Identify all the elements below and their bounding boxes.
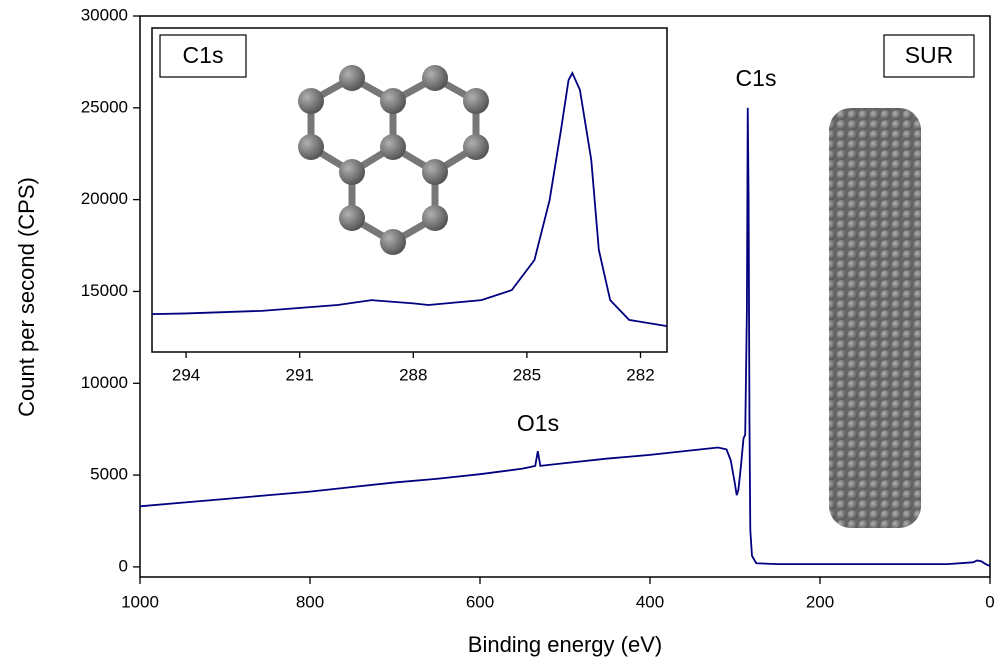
plot-frame: [139, 15, 991, 578]
x-tick-label: 800: [296, 592, 324, 611]
nanotube: [829, 108, 921, 528]
y-tick-label: 15000: [81, 281, 128, 300]
y-tick-label: 0: [119, 556, 128, 575]
x-tick-label: 600: [466, 592, 494, 611]
y-tick-label: 5000: [90, 465, 128, 484]
spectrum-line: [151, 70, 668, 327]
x-tick-label: 291: [285, 365, 313, 384]
y-axis-label: Count per second (CPS): [14, 177, 39, 417]
x-tick-label: 285: [513, 365, 541, 384]
spectrum-line: [139, 107, 991, 567]
molecule: [298, 65, 489, 255]
y-tick-label: 20000: [81, 189, 128, 208]
y-tick-label: 10000: [81, 373, 128, 392]
y-tick-label: 30000: [81, 5, 128, 24]
x-tick-label: 400: [636, 592, 664, 611]
label-box: [883, 34, 975, 78]
x-tick-label: 288: [399, 365, 427, 384]
inset-frame: [151, 27, 668, 353]
sample-label: SUR: [905, 42, 954, 68]
x-axis-label: Binding energy (eV): [468, 632, 662, 657]
peak-label: C1s: [736, 65, 777, 91]
y-tick-label: 25000: [81, 97, 128, 116]
x-tick-label: 200: [806, 592, 834, 611]
peak-label: O1s: [517, 410, 559, 436]
label-box: [159, 34, 247, 78]
x-tick-label: 1000: [121, 592, 159, 611]
x-tick-label: 282: [626, 365, 654, 384]
inset-label: C1s: [183, 42, 224, 68]
x-tick-label: 0: [985, 592, 994, 611]
x-tick-label: 294: [172, 365, 200, 384]
